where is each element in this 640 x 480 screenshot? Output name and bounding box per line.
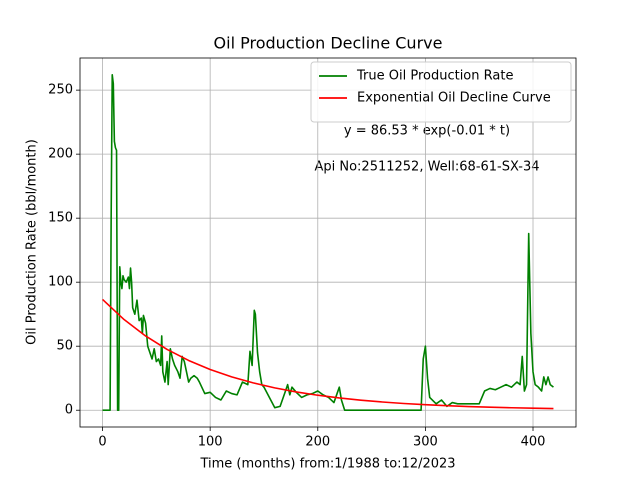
legend-box [310,61,572,123]
y-tick-label: 0 [65,403,73,418]
legend-label: True Oil Production Rate [356,69,513,84]
plot-frame [79,57,577,428]
series-line [102,73,554,412]
x-tick-label: 400 [521,435,546,450]
x-tick-label: 200 [305,435,330,450]
series-line [102,298,554,410]
y-axis-label: Oil Production Rate (bbl/month) [25,139,40,345]
y-tick-label: 150 [48,211,73,226]
chart-title: Oil Production Decline Curve [214,34,443,53]
x-tick-label: 100 [198,435,223,450]
y-tick-label: 200 [48,147,73,162]
well-annotation: Api No:2511252, Well:68-61-SX-34 [314,160,539,175]
y-tick-label: 100 [48,275,73,290]
x-tick-label: 0 [98,435,106,450]
y-tick-label: 50 [56,339,73,354]
y-tick-label: 250 [48,83,73,98]
x-axis-label: Time (months) from:1/1988 to:12/2023 [199,457,455,472]
x-tick-label: 300 [413,435,438,450]
equation-annotation: y = 86.53 * exp(-0.01 * t) [344,124,510,139]
legend-label: Exponential Oil Decline Curve [357,91,551,106]
